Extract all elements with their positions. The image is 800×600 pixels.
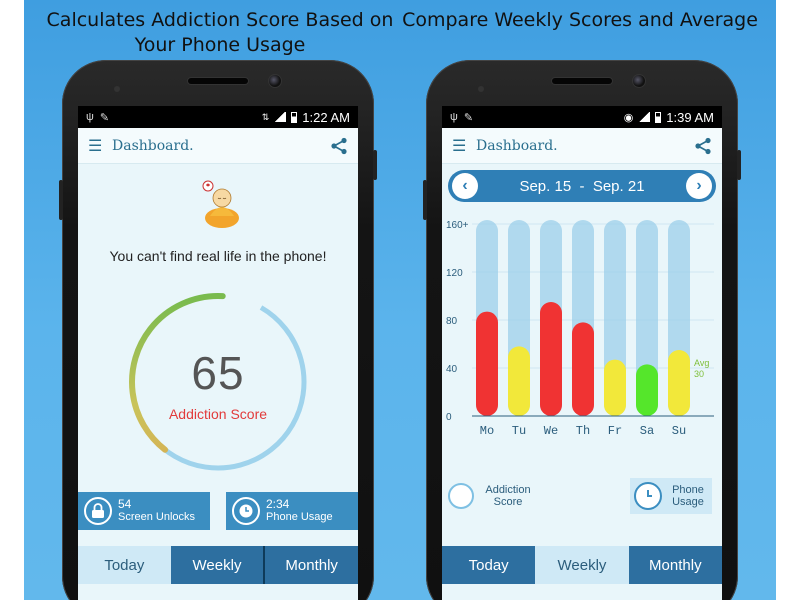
earpiece-speaker bbox=[188, 78, 248, 84]
signal-icon bbox=[274, 112, 287, 122]
bar bbox=[604, 359, 626, 416]
x-tick-label: Th bbox=[576, 424, 590, 438]
bar bbox=[668, 350, 690, 416]
unlocks-value: 54 bbox=[118, 497, 132, 511]
phone-left: ψ ✎ ⇅ 1:22 AM ☰ Dashboard. bbox=[59, 60, 377, 600]
phone-usage-card[interactable]: 2:34 Phone Usage bbox=[226, 492, 358, 530]
y-tick-label: 160+ bbox=[446, 220, 469, 231]
front-camera bbox=[632, 74, 646, 88]
phone-right: ψ ✎ ◉ 1:39 AM ☰ Dashboard. ‹ Sep. 15 - S… bbox=[423, 60, 741, 600]
addiction-score-gauge bbox=[129, 293, 307, 471]
screen-unlocks-card[interactable]: 54 Screen Unlocks bbox=[78, 492, 210, 530]
battery-icon bbox=[655, 111, 662, 123]
menu-icon[interactable]: ☰ bbox=[88, 137, 103, 155]
addiction-score-label: Addiction Score bbox=[168, 406, 268, 422]
app-bar: ☰ Dashboard. bbox=[78, 128, 358, 164]
edit-icon: ✎ bbox=[463, 111, 474, 124]
period-tabs: Today Weekly Monthly bbox=[78, 546, 358, 584]
volume-button bbox=[423, 180, 427, 220]
x-tick-label: Mo bbox=[480, 424, 494, 438]
week-range: Sep. 15 - Sep. 21 bbox=[519, 177, 645, 195]
average-label: Avg bbox=[694, 358, 709, 368]
average-value: 30 bbox=[694, 369, 704, 379]
legend-phone-usage[interactable]: Phone Usage bbox=[630, 478, 712, 514]
x-tick-label: We bbox=[544, 424, 558, 438]
lock-icon bbox=[84, 497, 112, 525]
bar bbox=[636, 364, 658, 416]
menu-icon[interactable]: ☰ bbox=[452, 137, 467, 155]
legend-addiction-score[interactable]: Addiction Score bbox=[448, 478, 536, 514]
previous-week-button[interactable]: ‹ bbox=[452, 173, 478, 199]
next-week-button[interactable]: › bbox=[686, 173, 712, 199]
app-title: Dashboard. bbox=[112, 137, 194, 154]
motivational-quote: You can't find real life in the phone! bbox=[109, 248, 327, 264]
tab-monthly[interactable]: Monthly bbox=[263, 546, 358, 584]
y-tick-label: 120 bbox=[446, 268, 463, 279]
chevron-left-icon: ‹ bbox=[462, 177, 468, 194]
status-time: 1:22 AM bbox=[302, 109, 350, 125]
addiction-score-value: 65 bbox=[191, 347, 245, 399]
x-tick-label: Sa bbox=[640, 424, 654, 438]
score-circle-icon bbox=[448, 483, 474, 509]
app-bar: ☰ Dashboard. bbox=[442, 128, 722, 164]
power-button bbox=[737, 150, 741, 180]
usage-value: 2:34 bbox=[266, 497, 290, 511]
unlocks-label: Screen Unlocks bbox=[118, 511, 196, 523]
clock-icon bbox=[232, 497, 260, 525]
tab-monthly[interactable]: Monthly bbox=[649, 556, 702, 574]
usb-icon: ψ bbox=[86, 111, 94, 123]
tab-weekly[interactable]: Weekly bbox=[192, 556, 242, 574]
data-arrows-icon: ⇅ bbox=[261, 111, 270, 122]
caption-right: Compare Weekly Scores and Average bbox=[402, 9, 758, 31]
share-icon[interactable] bbox=[330, 137, 348, 155]
y-tick-label: 40 bbox=[446, 364, 458, 375]
clock-icon bbox=[634, 482, 662, 510]
wifi-icon: ◉ bbox=[623, 111, 634, 124]
monk-mascot-icon bbox=[202, 180, 239, 228]
edit-icon: ✎ bbox=[99, 111, 110, 124]
share-icon[interactable] bbox=[694, 137, 712, 155]
week-selector: ‹ Sep. 15 - Sep. 21 › bbox=[448, 170, 716, 202]
caption-left: Calculates Addiction Score Based on Your… bbox=[46, 9, 394, 56]
earpiece-speaker bbox=[552, 78, 612, 84]
usb-icon: ψ bbox=[450, 111, 458, 123]
sensor bbox=[478, 86, 484, 92]
screen-right: ψ ✎ ◉ 1:39 AM ☰ Dashboard. ‹ Sep. 15 - S… bbox=[442, 106, 722, 600]
status-bar: ψ ✎ ◉ 1:39 AM bbox=[442, 106, 722, 128]
battery-icon bbox=[291, 111, 298, 123]
app-title: Dashboard. bbox=[476, 137, 558, 154]
bar bbox=[476, 311, 498, 416]
volume-button bbox=[59, 180, 63, 220]
status-time: 1:39 AM bbox=[666, 109, 714, 125]
power-button bbox=[373, 150, 377, 180]
front-camera bbox=[268, 74, 282, 88]
y-tick-label: 80 bbox=[446, 316, 458, 327]
legend-usage-label: Phone Usage bbox=[672, 484, 704, 508]
tab-today[interactable]: Today bbox=[468, 556, 509, 574]
bar bbox=[508, 346, 530, 416]
usage-label: Phone Usage bbox=[266, 511, 333, 523]
bar bbox=[572, 322, 594, 416]
x-tick-label: Tu bbox=[512, 424, 526, 438]
y-tick-label: 0 bbox=[446, 412, 452, 423]
status-bar: ψ ✎ ⇅ 1:22 AM bbox=[78, 106, 358, 128]
chevron-right-icon: › bbox=[696, 177, 702, 194]
signal-icon bbox=[638, 112, 651, 122]
tab-today[interactable]: Today bbox=[78, 546, 171, 584]
x-tick-label: Su bbox=[672, 424, 686, 438]
tab-weekly[interactable]: Weekly bbox=[535, 546, 629, 584]
sensor bbox=[114, 86, 120, 92]
bar bbox=[540, 302, 562, 416]
x-tick-label: Fr bbox=[608, 424, 622, 438]
legend-score-label: Addiction Score bbox=[485, 484, 531, 508]
screen-left: ψ ✎ ⇅ 1:22 AM ☰ Dashboard. bbox=[78, 106, 358, 600]
period-tabs: Today Weekly Monthly bbox=[442, 546, 722, 584]
